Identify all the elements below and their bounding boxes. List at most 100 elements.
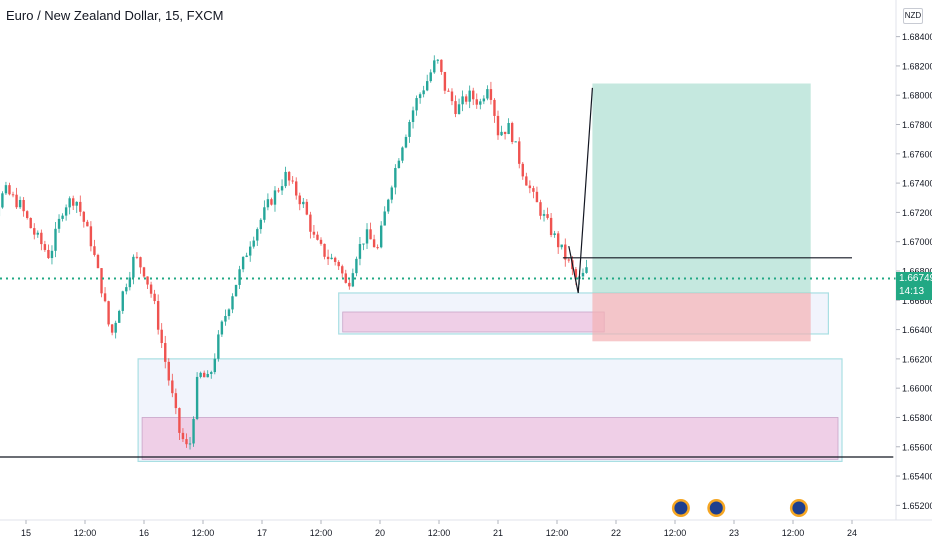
candle-body [312, 231, 316, 235]
candle-body [387, 199, 390, 212]
candle-body [224, 316, 227, 322]
candle-body [263, 207, 266, 220]
candle-body [422, 90, 425, 95]
candle-body [535, 191, 539, 203]
candle-body [234, 284, 238, 297]
candle-body [376, 247, 379, 249]
candle-body [22, 200, 25, 212]
time-tick-label: 21 [493, 528, 503, 538]
candle-body [440, 59, 443, 72]
candle-body [174, 393, 178, 409]
candle-body [195, 376, 199, 419]
candle-body [128, 277, 132, 288]
candle-body [390, 187, 393, 200]
price-tick-label: 1.67400 [902, 179, 932, 189]
chart-title: Euro / New Zealand Dollar, 15, FXCM [6, 8, 224, 23]
candle-body [40, 232, 43, 245]
candle-body [153, 293, 156, 302]
candle-body [270, 199, 273, 205]
candle-body [249, 246, 252, 256]
candle-body [489, 89, 493, 100]
candle-body [418, 94, 422, 99]
candle-body [479, 101, 482, 105]
candle-body [185, 439, 188, 445]
candle-body [220, 321, 224, 335]
candle-body [47, 249, 50, 259]
candle-body [256, 229, 259, 241]
candle-body [358, 244, 362, 259]
price-tick-label: 1.66600 [902, 296, 932, 306]
candle-body [241, 256, 245, 270]
candle-body [404, 136, 408, 148]
candle-body [231, 296, 234, 310]
candle-body [323, 243, 326, 257]
current-price-label: 1.66749 [899, 273, 932, 284]
candle-body [447, 90, 450, 92]
candle-body [18, 200, 22, 208]
candle-body [507, 123, 510, 135]
candle-body [210, 372, 213, 374]
candle-body [461, 96, 464, 105]
time-tick-label: 12:00 [782, 528, 805, 538]
candle-body [8, 185, 11, 195]
candle-body [114, 322, 117, 333]
candle-body [103, 293, 107, 302]
candle-body [556, 233, 560, 248]
currency-button[interactable]: NZD [903, 8, 923, 24]
candle-body [549, 217, 553, 235]
candle-body [287, 171, 291, 181]
small-demand-zone-inner [342, 311, 605, 333]
candle-body [142, 267, 146, 277]
candle-body [333, 257, 337, 262]
price-tick-label: 1.67600 [902, 149, 932, 159]
price-tick-label: 1.66400 [902, 325, 932, 335]
candle-body [429, 72, 432, 82]
candle-body [4, 185, 8, 194]
candle-body [15, 194, 18, 208]
large-demand-zone-inner [141, 417, 839, 460]
candle-body [29, 217, 32, 229]
candle-body [100, 268, 103, 294]
candle-body [496, 115, 500, 136]
candle-body [160, 329, 163, 344]
time-axis-bg [0, 520, 932, 550]
candle-body [93, 246, 96, 255]
current-price-tag: 1.66749 14:13 [896, 272, 932, 300]
candle-body [252, 240, 255, 247]
candle-body [464, 96, 468, 102]
candle-body [546, 214, 549, 218]
price-tick-label: 1.67200 [902, 208, 932, 218]
candle-body [107, 301, 110, 325]
candle-body [171, 380, 174, 394]
candle-body [213, 358, 216, 373]
candle-body [493, 99, 496, 116]
candle-body [164, 343, 167, 362]
time-tick-label: 12:00 [428, 528, 451, 538]
time-tick-label: 12:00 [74, 528, 97, 538]
candle-body [298, 195, 301, 205]
candle-body [178, 408, 181, 433]
candle-body [295, 181, 298, 196]
candle-body [436, 59, 440, 61]
candle-body [394, 168, 397, 188]
candle-body [415, 98, 418, 111]
time-tick-label: 23 [729, 528, 739, 538]
candle-body [433, 60, 436, 73]
candle-body [61, 215, 64, 219]
candle-body [486, 89, 489, 99]
candle-body [64, 207, 68, 216]
candle-body [82, 211, 86, 222]
candle-body [75, 201, 78, 206]
candle-body [202, 372, 206, 378]
candle-body [344, 273, 347, 283]
price-tick-label: 1.67000 [902, 237, 932, 247]
candle-body [11, 194, 15, 196]
candle-body [206, 373, 209, 378]
time-tick-label: 22 [611, 528, 621, 538]
candle-body [553, 233, 556, 235]
price-tick-label: 1.68200 [902, 61, 932, 71]
time-tick-label: 15 [21, 528, 31, 538]
candle-body [521, 163, 524, 177]
price-tick-label: 1.68000 [902, 91, 932, 101]
